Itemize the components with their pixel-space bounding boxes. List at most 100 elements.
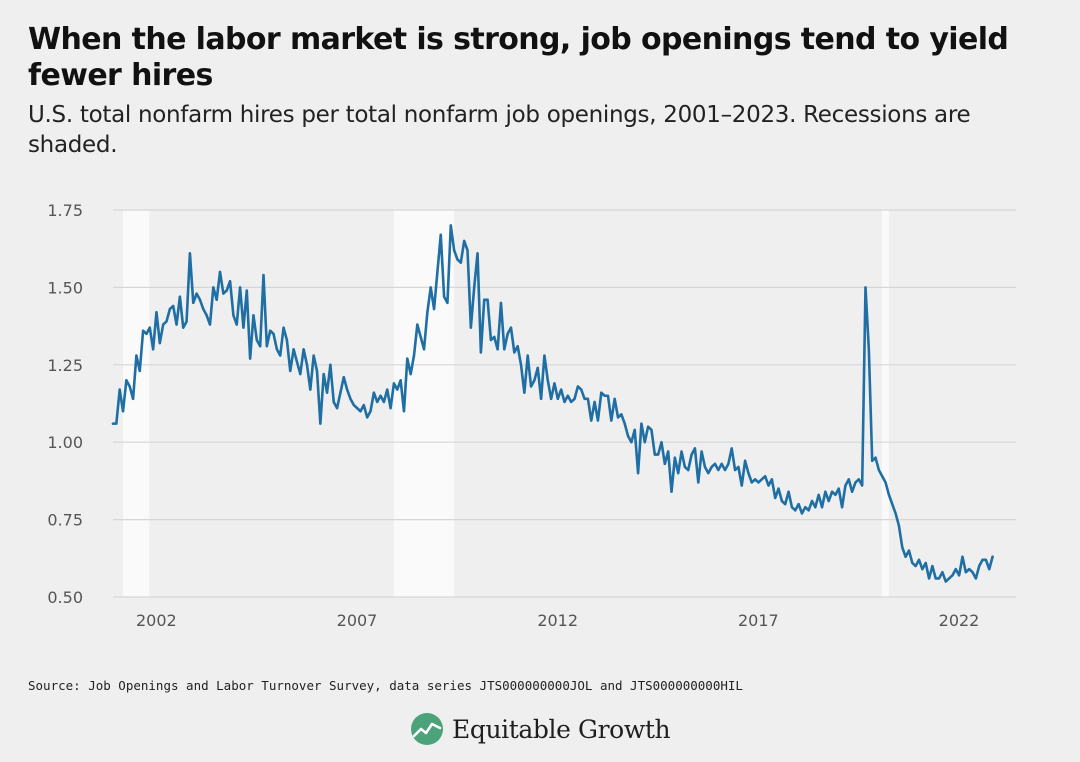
data-point (951, 574, 954, 577)
data-point (824, 490, 827, 493)
data-point (543, 354, 546, 357)
data-point (800, 512, 804, 515)
data-point (881, 475, 884, 478)
data-point (834, 493, 837, 496)
data-point (670, 490, 673, 493)
data-point (533, 379, 536, 382)
data-point (165, 320, 168, 323)
data-point (744, 459, 747, 462)
data-point (443, 295, 446, 298)
data-point (366, 416, 369, 419)
data-point (519, 363, 523, 366)
data-point (563, 400, 566, 404)
data-point (864, 286, 867, 289)
data-point (767, 484, 770, 487)
data-point (700, 450, 703, 453)
data-point (529, 385, 533, 388)
data-point (964, 571, 967, 574)
data-point (720, 462, 723, 465)
data-point (874, 456, 877, 459)
series-points (111, 224, 994, 583)
data-point (560, 388, 563, 391)
data-point (891, 503, 894, 506)
data-point (887, 493, 891, 496)
data-point (854, 481, 857, 484)
data-point (432, 307, 436, 311)
data-point (188, 252, 192, 255)
data-point (630, 441, 633, 444)
data-point (576, 385, 579, 388)
data-point (693, 447, 697, 450)
data-point (439, 233, 442, 236)
data-point (897, 524, 901, 527)
data-point (687, 468, 690, 472)
data-point (118, 388, 121, 391)
data-point (884, 481, 887, 484)
data-point (125, 379, 128, 382)
data-point (917, 558, 921, 561)
data-point (493, 335, 496, 339)
data-point (961, 555, 964, 558)
data-point (332, 400, 335, 404)
data-point (499, 301, 503, 304)
x-tick-label: 2002 (136, 611, 177, 630)
data-point (894, 512, 897, 515)
data-point (349, 397, 352, 400)
data-point (469, 326, 472, 329)
data-point (162, 323, 165, 326)
data-point (787, 490, 790, 493)
data-point (697, 481, 700, 484)
data-point (168, 307, 171, 311)
data-point (523, 391, 526, 394)
data-point (399, 379, 402, 382)
x-tick-label: 2022 (939, 611, 980, 630)
data-point (673, 456, 676, 459)
data-point (245, 289, 248, 292)
data-point (295, 360, 299, 363)
data-point (402, 410, 406, 413)
data-point (944, 580, 947, 583)
data-point (830, 490, 834, 493)
data-point (115, 422, 118, 425)
data-point (265, 345, 268, 348)
data-point (131, 397, 135, 400)
line-chart: 0.50 0.75 1.00 1.25 1.50 1.75 2002 2007 2012 201… (47, 201, 1016, 630)
data-point (924, 561, 927, 565)
data-point (252, 314, 255, 317)
recession-band-3 (881, 210, 889, 597)
data-point (376, 400, 379, 404)
data-point (750, 481, 753, 484)
data-point (473, 286, 476, 289)
data-point (205, 314, 208, 317)
data-point (640, 422, 643, 425)
data-point (386, 388, 389, 391)
data-point (807, 509, 810, 512)
data-point (954, 568, 957, 571)
series-layer (111, 224, 994, 583)
data-point (790, 506, 794, 509)
data-point (135, 354, 138, 357)
data-point (459, 261, 462, 264)
data-point (683, 465, 687, 469)
data-point (128, 385, 131, 388)
gridlines (113, 209, 1016, 598)
data-point (466, 249, 469, 252)
data-point (372, 391, 375, 394)
data-point (707, 472, 710, 475)
data-point (840, 506, 844, 509)
data-point (867, 348, 870, 351)
data-point (516, 345, 519, 348)
data-point (901, 546, 904, 549)
data-point (272, 332, 275, 335)
data-point (111, 422, 115, 425)
x-tick-label: 2007 (337, 611, 378, 630)
data-point (285, 338, 289, 342)
data-point (489, 338, 493, 342)
chart-title: When the labor market is strong, job ope… (28, 22, 1009, 93)
data-point (155, 311, 158, 314)
data-point (717, 468, 720, 472)
data-point (620, 413, 623, 416)
data-point (663, 462, 666, 465)
data-point (764, 475, 767, 478)
data-point (322, 372, 325, 376)
